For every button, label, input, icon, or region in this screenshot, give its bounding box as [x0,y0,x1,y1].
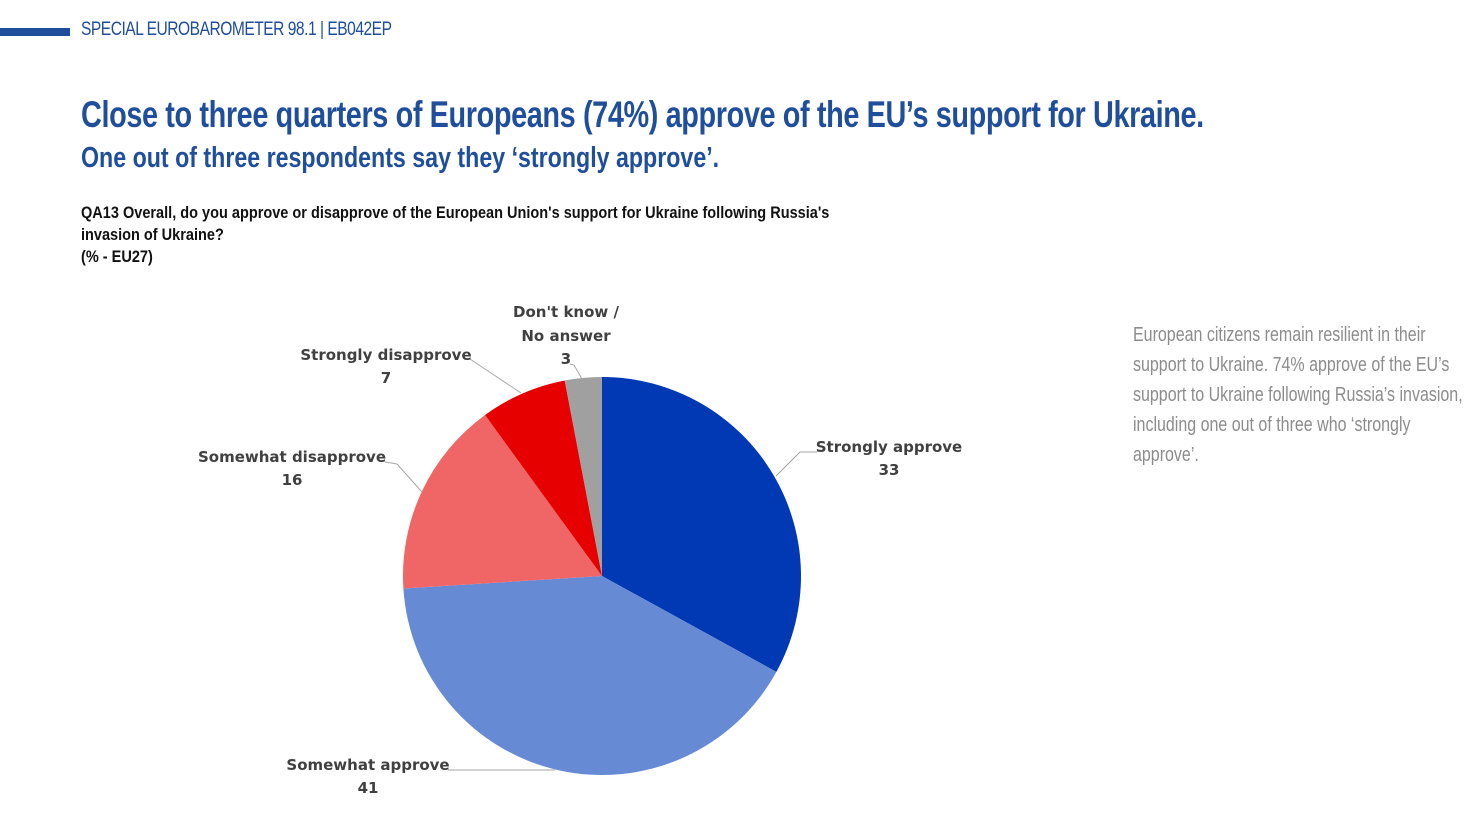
value-somewhat-approve: 41 [358,779,379,797]
page-title: Close to three quarters of Europeans (74… [81,94,1204,135]
side-note-line-5: approve’. [1133,444,1199,466]
value-strongly-disapprove: 7 [381,369,391,387]
header-accent-bar [0,28,70,36]
page-subtitle: One out of three respondents say they ‘s… [81,142,720,174]
label-dont-know-line2: No answer [521,327,611,345]
label-somewhat-approve: Somewhat approve [286,756,449,774]
pie-slice-strongly-approve [602,377,801,672]
pie-slice-somewhat-disapprove [403,415,602,589]
question-base: (% - EU27) [81,248,153,266]
pie-slices [403,377,801,775]
question-line-1: QA13 Overall, do you approve or disappro… [81,204,830,222]
leader-lines [384,358,817,771]
side-note-line-1: European citizens remain resilient in th… [1133,324,1426,346]
value-somewhat-disapprove: 16 [282,471,303,489]
leader-line-strongly-disapprove [469,358,522,394]
value-strongly-approve: 33 [879,461,900,479]
label-somewhat-disapprove: Somewhat disapprove [198,448,386,466]
survey-question: QA13 Overall, do you approve or disappro… [81,202,1137,268]
leader-line-dont-know [569,363,583,380]
side-note-line-4: including one out of three who ‘strongly [1133,414,1411,436]
label-dont-know-line1: Don't know / [513,303,619,321]
value-dont-know: 3 [561,350,571,368]
question-line-2: invasion of Ukraine? [81,226,224,244]
pie-slice-strongly-disapprove [485,380,602,576]
pie-slice-somewhat-approve [403,576,777,775]
side-note: European citizens remain resilient in th… [1133,320,1469,470]
leader-line-strongly-approve [775,451,817,477]
report-header: SPECIAL EUROBAROMETER 98.1 | EB042EP [81,19,392,40]
side-note-line-2: support to Ukraine. 74% approve of the E… [1133,354,1450,376]
side-note-line-3: support to Ukraine following Russia’s in… [1133,384,1463,406]
label-strongly-disapprove: Strongly disapprove [300,346,471,364]
pie-slice-don-t-know-no-answer [564,377,602,576]
leader-line-somewhat-disapprove [384,461,423,493]
label-strongly-approve: Strongly approve [816,438,962,456]
